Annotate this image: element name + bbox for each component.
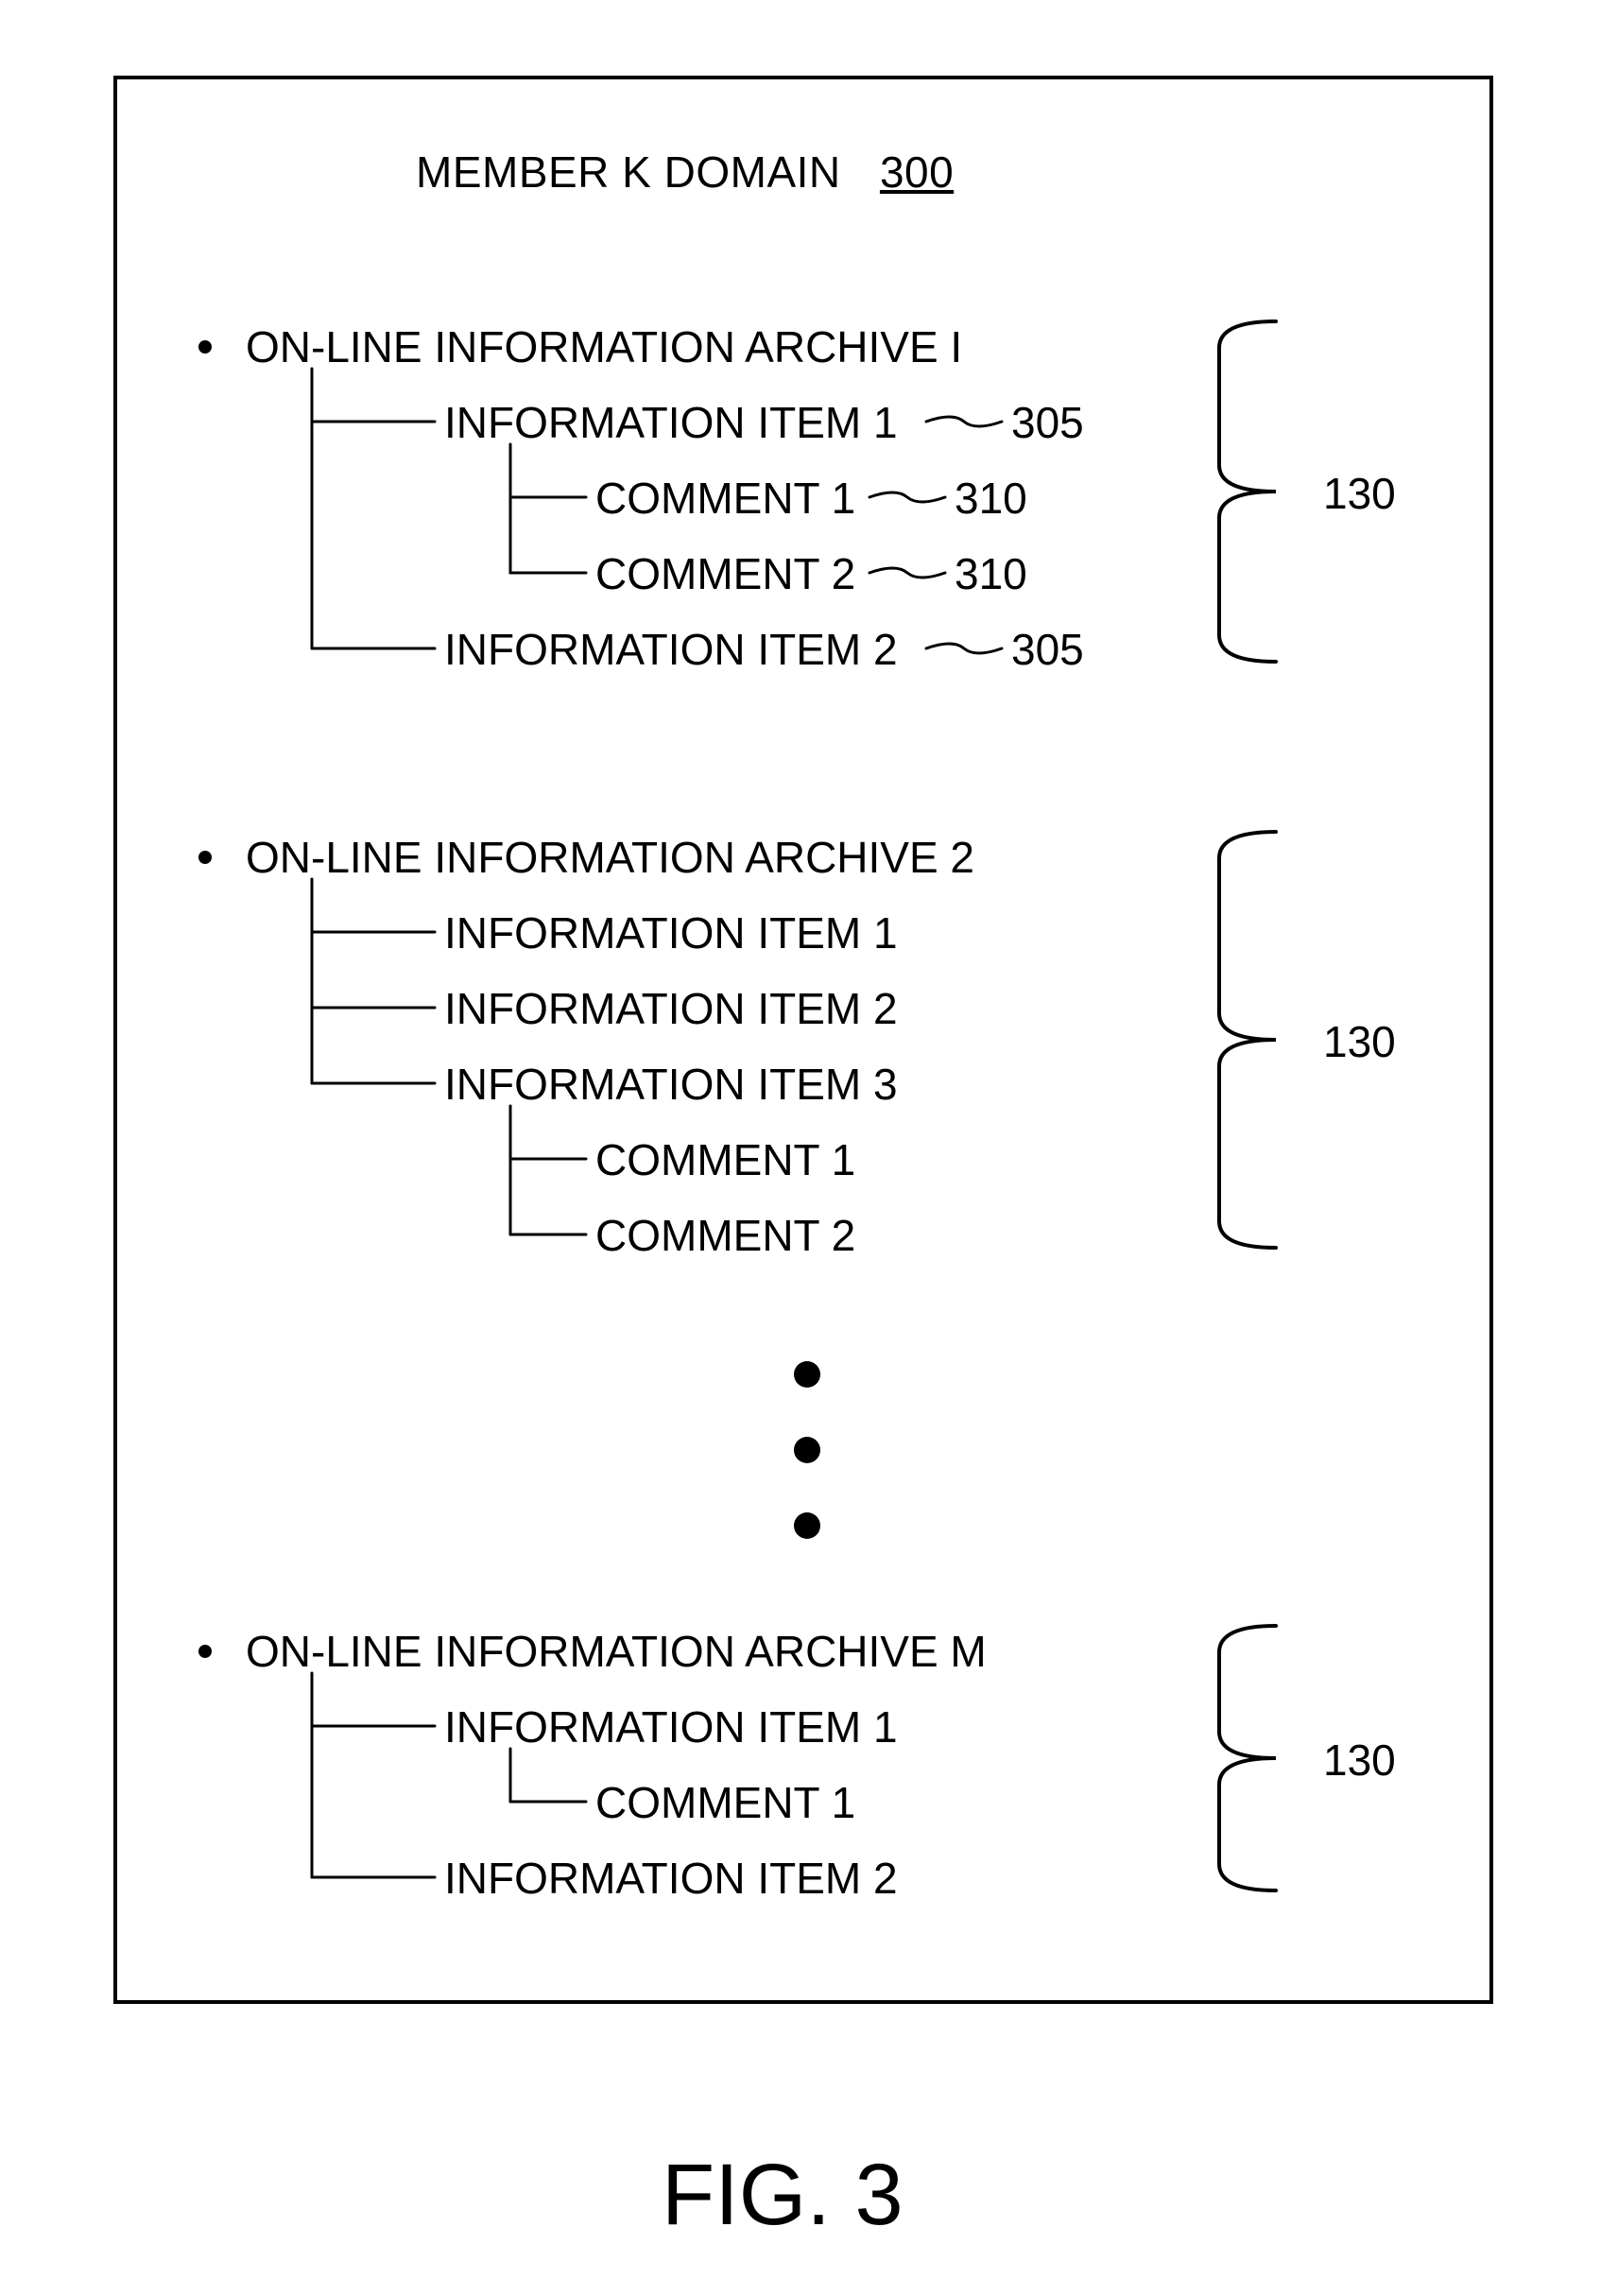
figure-caption: FIG. 3	[662, 2146, 904, 2245]
information-item-label: INFORMATION ITEM 3	[444, 1059, 898, 1110]
archive-bullet-icon	[198, 1645, 212, 1658]
ellipsis-dot-icon	[794, 1512, 820, 1539]
information-item-label: INFORMATION ITEM 2	[444, 624, 898, 675]
comment-label: COMMENT 2	[595, 548, 855, 599]
information-item-label: INFORMATION ITEM 1	[444, 397, 898, 448]
comment-label: COMMENT 1	[595, 1134, 855, 1185]
ellipsis-dot-icon	[794, 1437, 820, 1463]
archive-label: ON-LINE INFORMATION ARCHIVE I	[246, 321, 962, 372]
reference-number: 310	[955, 473, 1027, 524]
brace-reference-number: 130	[1323, 1735, 1396, 1786]
information-item-label: INFORMATION ITEM 1	[444, 907, 898, 958]
brace-reference-number: 130	[1323, 468, 1396, 519]
archive-bullet-icon	[198, 340, 212, 354]
comment-label: COMMENT 1	[595, 1777, 855, 1828]
information-item-label: INFORMATION ITEM 2	[444, 983, 898, 1034]
archive-label: ON-LINE INFORMATION ARCHIVE M	[246, 1626, 987, 1677]
brace-reference-number: 130	[1323, 1016, 1396, 1067]
information-item-label: INFORMATION ITEM 1	[444, 1701, 898, 1752]
reference-number: 305	[1011, 397, 1084, 448]
archive-bullet-icon	[198, 851, 212, 864]
comment-label: COMMENT 2	[595, 1210, 855, 1261]
page: MEMBER K DOMAIN 300 FIG. 3 ON-LINE INFOR…	[0, 0, 1618, 2296]
reference-number: 310	[955, 548, 1027, 599]
archive-label: ON-LINE INFORMATION ARCHIVE 2	[246, 832, 974, 883]
reference-number: 305	[1011, 624, 1084, 675]
information-item-label: INFORMATION ITEM 2	[444, 1853, 898, 1904]
comment-label: COMMENT 1	[595, 473, 855, 524]
ellipsis-dot-icon	[794, 1361, 820, 1388]
